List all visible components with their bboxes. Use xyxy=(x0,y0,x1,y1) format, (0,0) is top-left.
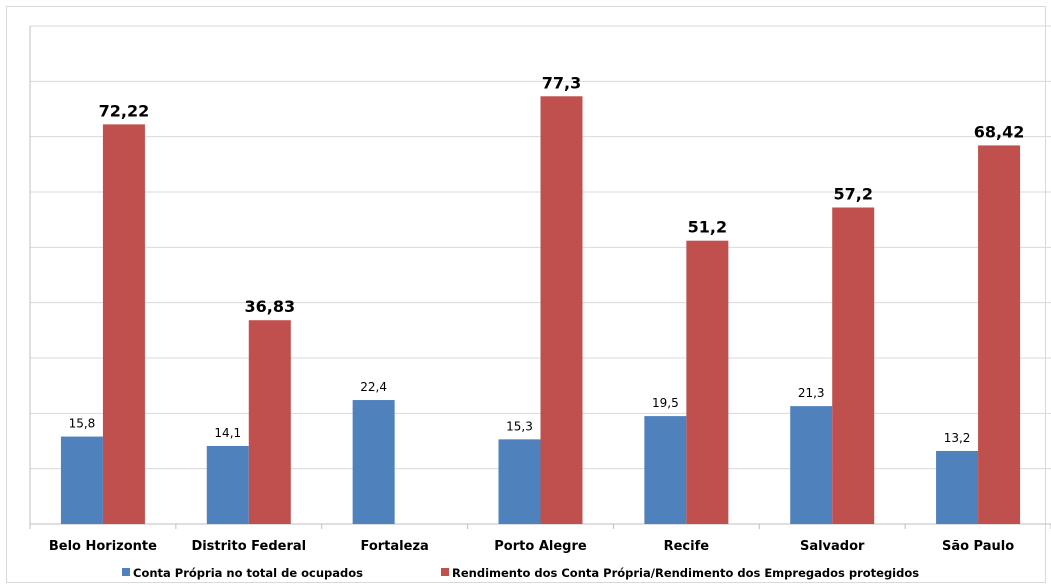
category-label: Salvador xyxy=(800,539,865,554)
data-label-conta-propria: 14,1 xyxy=(214,426,241,440)
bar-rendimento xyxy=(832,207,875,524)
category-label: Recife xyxy=(664,539,710,554)
category-label: Belo Horizonte xyxy=(49,539,157,554)
category-labels: Belo Horizonte Distrito Federal Fortaleza P… xyxy=(49,539,1014,554)
data-label-conta-propria: 21,3 xyxy=(798,386,825,400)
bar-rendimento xyxy=(540,96,583,525)
bar-rendimento xyxy=(248,320,291,524)
category-label: São Paulo xyxy=(942,539,1014,554)
bar-conta-propria xyxy=(644,416,687,524)
data-label-conta-propria: 13,2 xyxy=(944,431,971,445)
data-label-rendimento: 77,3 xyxy=(542,73,581,92)
bar-conta-propria xyxy=(790,406,833,524)
bar-conta-propria xyxy=(498,439,541,524)
gridlines xyxy=(30,25,1051,470)
data-label-rendimento: 51,2 xyxy=(688,218,727,237)
bar-rendimento xyxy=(686,240,729,524)
data-label-rendimento: 72,22 xyxy=(99,101,150,120)
data-label-conta-propria: 15,8 xyxy=(69,417,96,431)
data-label-conta-propria: 15,3 xyxy=(506,419,533,433)
bars xyxy=(60,96,1021,525)
data-label-rendimento: 36,83 xyxy=(244,297,295,316)
data-label-conta-propria: 19,5 xyxy=(652,396,679,410)
bar-conta-propria xyxy=(206,445,249,524)
legend: Conta Própria no total de ocupados Rendim… xyxy=(122,566,919,580)
data-label-rendimento: 57,2 xyxy=(833,184,872,203)
category-label: Porto Alegre xyxy=(494,539,587,554)
data-labels: 15,8 72,22 14,1 36,83 22,4 15,3 77,3 19,5 51,2 21… xyxy=(69,73,1025,445)
legend-swatch-conta-propria xyxy=(122,568,130,576)
legend-swatch-rendimento xyxy=(441,568,449,576)
data-label-conta-propria: 22,4 xyxy=(360,380,387,394)
bar-conta-propria xyxy=(352,400,395,524)
legend-label-conta-propria: Conta Própria no total de ocupados xyxy=(133,566,363,580)
data-label-rendimento: 68,42 xyxy=(974,122,1025,141)
category-label: Fortaleza xyxy=(360,539,428,554)
bar-conta-propria xyxy=(60,436,103,524)
legend-label-rendimento: Rendimento dos Conta Própria/Rendimento … xyxy=(452,566,919,580)
category-label: Distrito Federal xyxy=(191,539,306,554)
bar-rendimento xyxy=(978,145,1021,524)
bar-conta-propria xyxy=(936,450,979,524)
chart-frame xyxy=(6,6,1046,583)
bar-rendimento xyxy=(102,124,145,525)
